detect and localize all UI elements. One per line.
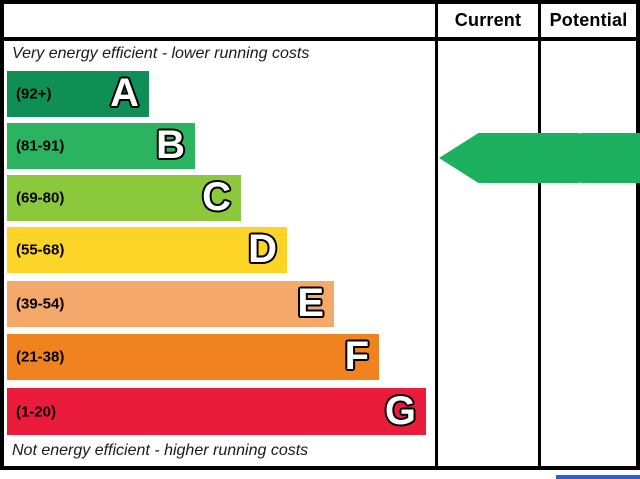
band-row-C: (69-80) C — [7, 175, 241, 221]
band-range-label: (55-68) — [16, 241, 65, 259]
band-row-E: (39-54) E — [7, 281, 334, 327]
current-column-header: Current — [454, 10, 522, 30]
band-range-label: (21-38) — [16, 348, 65, 366]
header-divider — [0, 37, 640, 41]
band-letter: F — [344, 334, 369, 379]
band-letter: E — [297, 281, 324, 326]
band-range-label: (81-91) — [16, 137, 65, 155]
band-row-A: (92+) A — [7, 71, 149, 117]
band-letter: G — [384, 388, 416, 433]
band-range-label: (1-20) — [16, 403, 57, 420]
bottom-note: Not energy efficient - higher running co… — [12, 442, 309, 459]
band-row-F: (21-38) F — [7, 334, 379, 380]
potential-column-divider — [538, 0, 541, 470]
band-row-G: (1-20) G — [7, 388, 426, 435]
band-range-label: (69-80) — [16, 189, 65, 207]
current-column-divider — [435, 0, 438, 470]
band-letter: A — [110, 71, 139, 116]
band-row-B: (81-91) B — [7, 123, 195, 169]
band-letter: C — [202, 175, 231, 220]
partial-element-edge — [556, 475, 640, 479]
potential-column-header: Potential — [549, 10, 628, 30]
band-letter: D — [248, 227, 277, 272]
band-range-label: (92+) — [16, 85, 52, 103]
band-range-label: (39-54) — [16, 295, 65, 313]
band-letter: B — [156, 123, 185, 168]
band-row-D: (55-68) D — [7, 227, 287, 273]
top-note: Very energy efficient - lower running co… — [12, 45, 310, 62]
